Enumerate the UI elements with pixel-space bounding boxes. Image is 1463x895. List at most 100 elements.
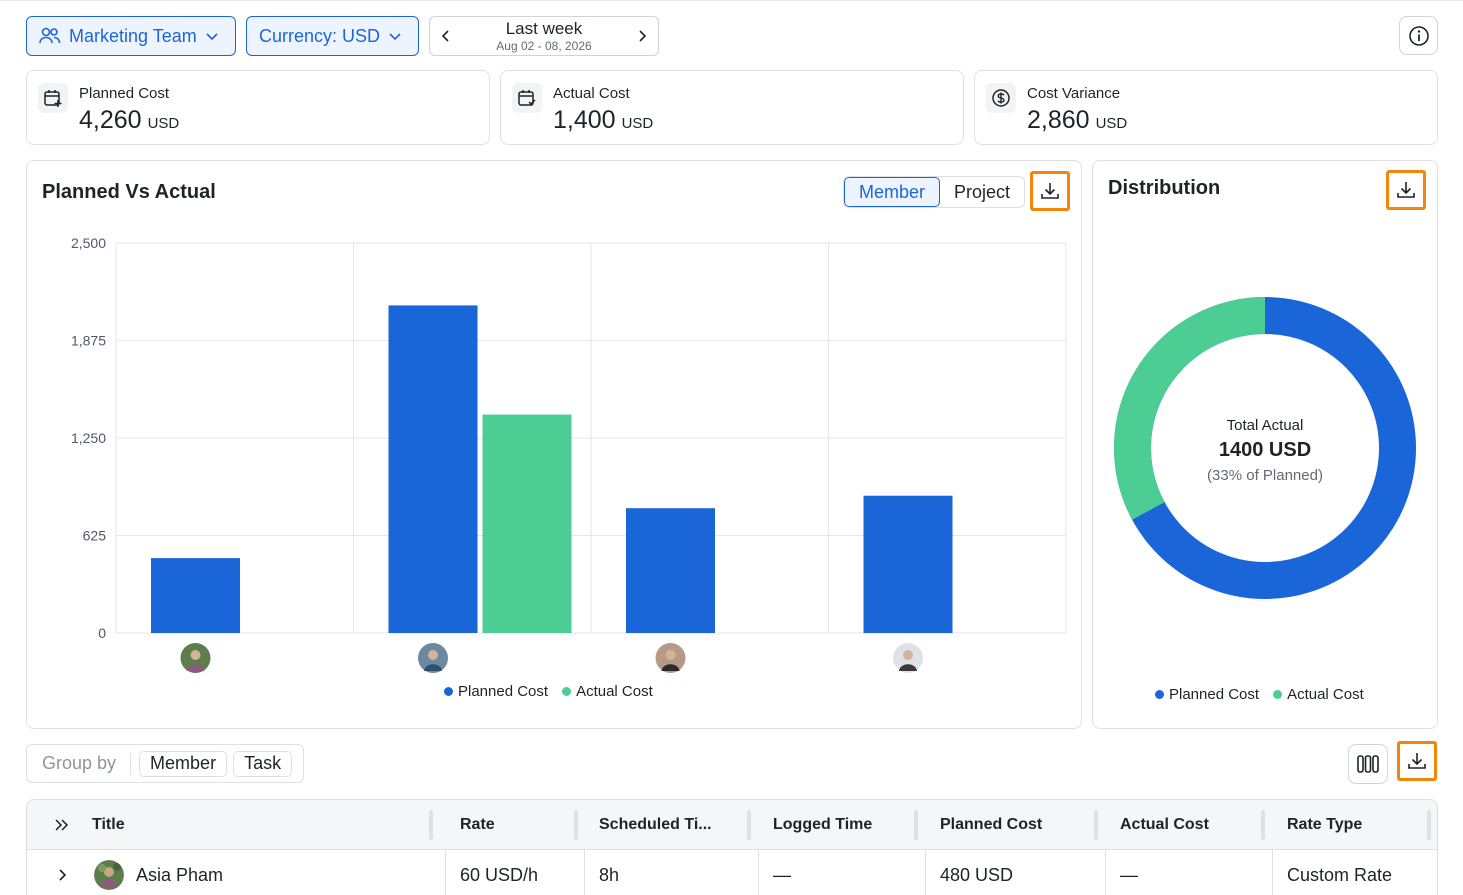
- avatar: [94, 860, 124, 890]
- kpi-value: 1,400 USD: [553, 106, 653, 135]
- tab-project[interactable]: Project: [954, 181, 1011, 202]
- column-header-logged-time[interactable]: Logged Time: [773, 816, 873, 833]
- avatar-face: [903, 650, 913, 660]
- cell-planned-cost: 480 USD: [940, 864, 1014, 885]
- dollar-circle-icon: [986, 83, 1016, 113]
- kpi-value: 2,860 USD: [1027, 106, 1127, 135]
- member-avatar[interactable]: [418, 643, 448, 673]
- avatar-body: [899, 664, 917, 671]
- cell-scheduled-time: 8h: [599, 864, 620, 885]
- kpi-value: 4,260 USD: [79, 106, 179, 135]
- column-resize-handle[interactable]: [747, 810, 751, 840]
- users-icon: [39, 27, 61, 44]
- bar-planned: [863, 495, 953, 633]
- chevron-right-icon[interactable]: [55, 866, 69, 889]
- download-chart-button[interactable]: [1030, 171, 1070, 211]
- column-resize-handle[interactable]: [1427, 810, 1431, 840]
- legend-label: Actual Cost: [576, 683, 653, 700]
- kpi-unit: USD: [147, 115, 180, 132]
- legend-item-planned[interactable]: Planned Cost: [1155, 686, 1259, 703]
- planned-vs-actual-chart: 0 625 1,250 1,875 2,500: [71, 235, 1067, 673]
- info-button[interactable]: [1399, 16, 1438, 55]
- date-navigator: Last week Aug 02 - 08, 2026: [429, 16, 659, 56]
- column-resize-handle[interactable]: [574, 810, 578, 840]
- group-by-member[interactable]: Member: [139, 750, 228, 777]
- column-header-planned-cost[interactable]: Planned Cost: [940, 816, 1043, 833]
- bar-planned: [626, 508, 715, 633]
- download-icon: [1408, 753, 1426, 769]
- donut-center-sub: (33% of Planned): [1207, 467, 1323, 484]
- kpi-label: Cost Variance: [1027, 85, 1121, 102]
- legend-dot: [1273, 690, 1283, 699]
- column-resize-handle[interactable]: [1261, 810, 1265, 840]
- chevron-right-icon[interactable]: [636, 28, 648, 44]
- member-avatar[interactable]: [893, 643, 923, 673]
- column-resize-handle[interactable]: [429, 810, 433, 840]
- table-header: Title Rate Scheduled Ti... Logged Time P…: [27, 800, 1437, 850]
- column-divider: [925, 850, 926, 895]
- legend-item-actual[interactable]: Actual Cost: [1273, 686, 1364, 703]
- currency-selector[interactable]: Currency: USD: [246, 16, 419, 56]
- column-divider: [1272, 850, 1273, 895]
- expand-all-icon[interactable]: [53, 816, 71, 839]
- cell-logged-time: —: [773, 864, 791, 885]
- column-header-rate[interactable]: Rate: [460, 816, 495, 833]
- info-icon: [1408, 25, 1429, 46]
- chevron-down-icon: [206, 33, 218, 41]
- group-by-control: Group by Member Task: [26, 744, 304, 783]
- column-divider: [584, 850, 585, 895]
- bar-planned: [388, 305, 478, 633]
- cell-rate: 60 USD/h: [460, 864, 539, 885]
- legend-label: Planned Cost: [458, 683, 549, 700]
- chevron-left-icon[interactable]: [440, 28, 452, 44]
- donut-legend: Planned Cost Actual Cost: [1155, 686, 1364, 703]
- column-header-rate-type[interactable]: Rate Type: [1287, 816, 1363, 833]
- columns-button[interactable]: [1348, 744, 1388, 784]
- column-resize-handle[interactable]: [1094, 810, 1098, 840]
- cell-title: Asia Pham: [79, 850, 223, 895]
- member-name: Asia Pham: [136, 864, 224, 885]
- distribution-title: Distribution: [1108, 177, 1221, 199]
- view-toggle: Member Project: [843, 176, 1026, 208]
- kpi-card-planned-cost: Planned Cost 4,260 USD: [26, 70, 490, 145]
- download-distribution-button[interactable]: [1386, 170, 1426, 210]
- member-avatar[interactable]: [655, 643, 686, 673]
- planned-vs-actual-title: Planned Vs Actual: [42, 181, 216, 203]
- avatar-face: [665, 650, 676, 660]
- avatar-face: [190, 650, 201, 660]
- kpi-number: 4,260: [79, 106, 142, 134]
- tab-member[interactable]: Member: [844, 177, 941, 207]
- legend-item-actual[interactable]: Actual Cost: [562, 683, 653, 700]
- column-header-scheduled-time[interactable]: Scheduled Ti...: [599, 816, 712, 833]
- legend-item-planned[interactable]: Planned Cost: [444, 683, 548, 700]
- team-selector[interactable]: Marketing Team: [26, 16, 236, 56]
- group-by-label: Group by: [42, 753, 117, 773]
- download-table-button[interactable]: [1397, 741, 1437, 781]
- column-divider: [1105, 850, 1106, 895]
- date-range-text: Aug 02 - 08, 2026: [496, 39, 592, 53]
- chevron-down-icon: [389, 33, 401, 41]
- table-row[interactable]: Asia Pham 60 USD/h 8h — 480 USD — Custom…: [27, 850, 1437, 895]
- distribution-donut-chart: [1114, 297, 1416, 599]
- legend-dot: [444, 687, 453, 696]
- date-period-title: Last week: [505, 19, 583, 38]
- column-header-title[interactable]: Title: [92, 816, 125, 833]
- kpi-number: 1,400: [553, 106, 616, 134]
- bar-actual: [482, 414, 572, 633]
- calendar-plus-icon: [38, 83, 68, 113]
- avatar-body: [186, 664, 205, 671]
- y-tick-label: 1,250: [71, 430, 106, 446]
- download-icon: [1397, 182, 1415, 198]
- avatar-body: [661, 664, 680, 671]
- kpi-unit: USD: [621, 115, 654, 132]
- columns-icon: [1357, 755, 1379, 773]
- column-resize-handle[interactable]: [914, 810, 918, 840]
- date-range-display[interactable]: Last week Aug 02 - 08, 2026: [496, 20, 591, 52]
- kpi-label: Planned Cost: [79, 85, 170, 102]
- cell-actual-cost: —: [1120, 864, 1138, 885]
- column-header-actual-cost[interactable]: Actual Cost: [1120, 816, 1209, 833]
- y-tick-label: 1,875: [71, 333, 106, 349]
- member-avatar[interactable]: [180, 643, 211, 673]
- group-by-task[interactable]: Task: [233, 750, 293, 777]
- kpi-card-cost-variance: Cost Variance 2,860 USD: [974, 70, 1438, 145]
